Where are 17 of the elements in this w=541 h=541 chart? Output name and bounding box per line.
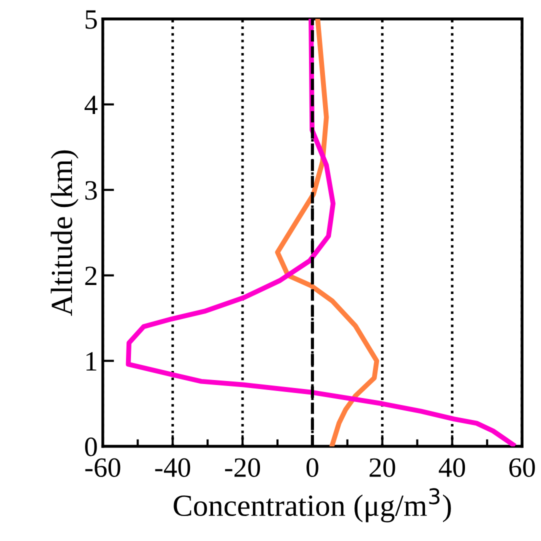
y-tick-label: 4 xyxy=(84,96,98,114)
x-tick-label: -40 xyxy=(155,458,190,477)
x-tick-label: 20 xyxy=(370,458,396,477)
x-tick-label: -20 xyxy=(225,458,260,477)
y-tick-label: 0 xyxy=(85,437,97,456)
y-tick-label: 5 xyxy=(86,10,97,29)
y-tick-label: 3 xyxy=(85,181,97,200)
x-axis-title: Concentration (μg/m$^{3}$) xyxy=(174,488,451,522)
x-tick-label: -60 xyxy=(85,458,120,477)
y-axis-title: Altitude (km) xyxy=(50,150,78,316)
x-tick-label: 0 xyxy=(306,458,318,477)
x-tick-label: 40 xyxy=(438,458,466,477)
y-tick-label: 1 xyxy=(86,352,96,370)
line-series xyxy=(275,18,380,446)
x-tick-label: 60 xyxy=(509,458,535,477)
y-tick-label: 2 xyxy=(85,266,96,286)
line-series xyxy=(126,18,516,446)
